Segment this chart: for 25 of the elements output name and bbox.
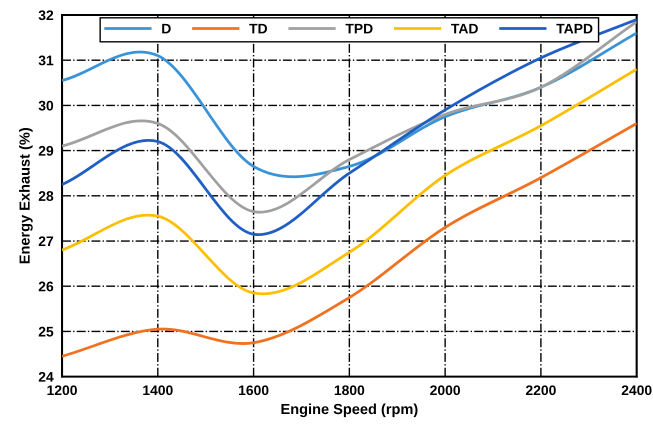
x-tick-label: 1800	[334, 385, 364, 396]
x-axis-title: Engine Speed (rpm)	[281, 403, 418, 418]
x-tick-label: 1400	[143, 385, 173, 396]
y-tick-label: 25	[38, 326, 54, 337]
y-tick-label: 32	[38, 10, 54, 20]
y-tick-label: 24	[38, 372, 54, 382]
legend-label: TAPD	[556, 24, 592, 34]
x-tick-label: 1600	[239, 385, 268, 396]
legend-label: TPD	[346, 24, 373, 34]
x-tick-label: 2400	[622, 385, 652, 396]
legend-label: D	[162, 24, 171, 34]
y-tick-label: 26	[38, 282, 54, 292]
y-tick-label: 31	[38, 56, 54, 66]
x-tick-label: 2200	[526, 385, 556, 396]
y-tick-label: 28	[38, 191, 54, 201]
y-axis-title: Energy Exhaust (%)	[19, 128, 33, 264]
y-tick-label: 30	[38, 100, 54, 111]
x-tick-label: 1200	[47, 385, 77, 396]
x-tick-label: 2000	[430, 385, 460, 396]
line-series	[62, 122, 637, 358]
y-tick-label: 27	[38, 236, 54, 246]
legend-label: TAD	[451, 24, 478, 34]
legend-label: TD	[249, 24, 268, 34]
line-series	[62, 68, 637, 296]
y-tick-label: 29	[38, 146, 54, 156]
